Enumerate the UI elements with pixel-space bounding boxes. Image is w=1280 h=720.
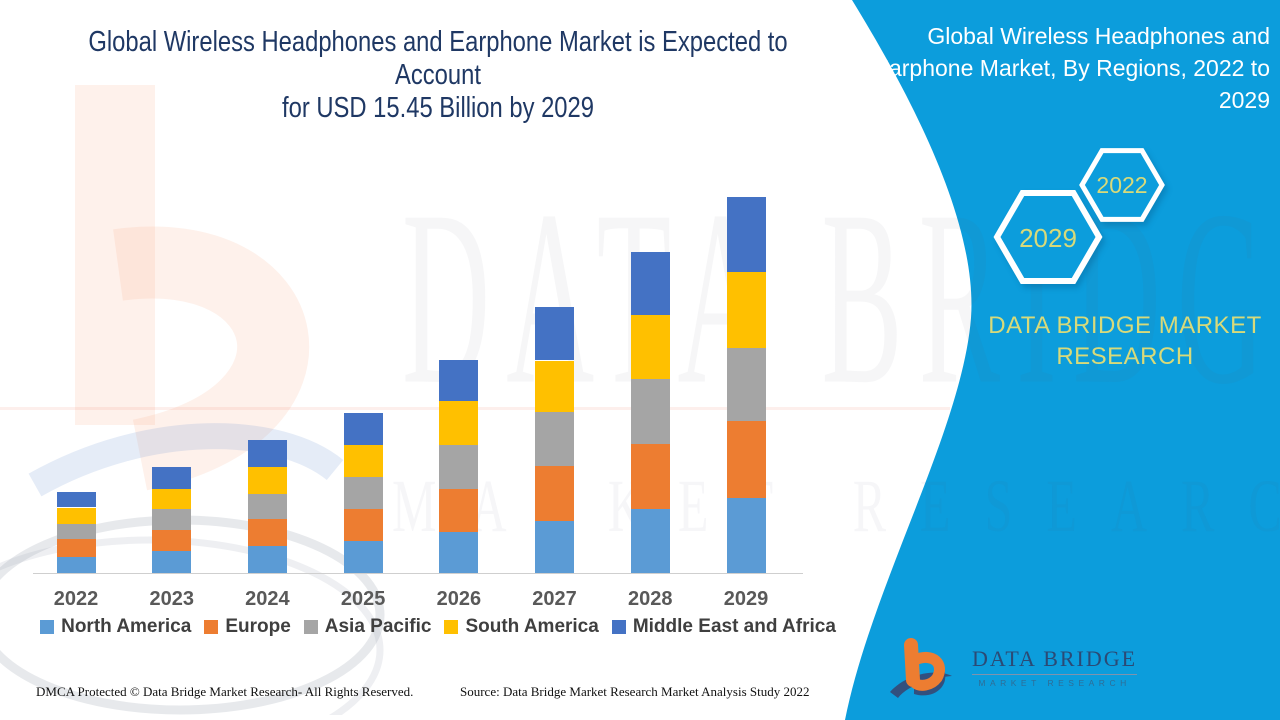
- legend-item-asia-pacific: Asia Pacific: [303, 616, 432, 638]
- brand-text-line2: RESEARCH: [1056, 343, 1194, 370]
- chart-legend: North America Europe Asia Pacific South Ame…: [0, 616, 876, 638]
- legend-label: North America: [61, 616, 192, 637]
- chart-title: Global Wireless Headphones and Earphone …: [79, 26, 797, 125]
- legend-item-europe: Europe: [204, 616, 291, 638]
- databridge-logo: DATA BRIDGE MARKET RESEARCH: [886, 636, 1138, 706]
- year-badges: 2022 2029: [993, 148, 1165, 284]
- brand-text-line1: DATA BRIDGE MARKET: [988, 312, 1262, 339]
- footer-source-text: Source: Data Bridge Market Research Mark…: [460, 684, 810, 699]
- hexagon-badge-2022: [1079, 148, 1165, 222]
- legend-swatch: [611, 620, 626, 634]
- legend-swatch: [40, 620, 55, 634]
- side-panel-shape: [845, 0, 1280, 720]
- databridge-logo-icon: [890, 638, 952, 698]
- legend-label: South America: [465, 616, 599, 637]
- side-panel-heading: Global Wireless Headphones and Earphone …: [873, 23, 1270, 113]
- legend-label: Asia Pacific: [324, 616, 432, 637]
- legend-item-middle-east-and-africa: Middle East and Africa: [611, 616, 836, 638]
- legend-swatch: [303, 620, 318, 634]
- legend-item-north-america: North America: [40, 616, 191, 638]
- chart-title-line2: for USD 15.45 Billion by 2029: [282, 92, 594, 124]
- watermark-left-logo: [0, 85, 385, 715]
- watermark-text-line2: MARKET RESEARCH: [392, 463, 1280, 548]
- hexagon-badge-2022-label: 2022: [1096, 172, 1147, 198]
- legend-label: Europe: [225, 616, 291, 637]
- hexagon-badge-2029: [993, 190, 1103, 284]
- brand-text: DATA BRIDGE MARKET RESEARCH: [972, 310, 1278, 372]
- legend-item-south-america: South America: [444, 616, 599, 638]
- logo-name: DATA BRIDGE: [972, 646, 1138, 675]
- chart-title-line1: Global Wireless Headphones and Earphone …: [88, 26, 788, 91]
- hexagon-badge-2029-label: 2029: [1019, 223, 1077, 253]
- legend-swatch: [204, 620, 219, 634]
- logo-subtitle: MARKET RESEARCH: [978, 678, 1131, 688]
- footer-dmca-text: DMCA Protected © Data Bridge Market Rese…: [36, 684, 414, 699]
- legend-label: Middle East and Africa: [632, 616, 836, 637]
- legend-swatch: [444, 620, 459, 634]
